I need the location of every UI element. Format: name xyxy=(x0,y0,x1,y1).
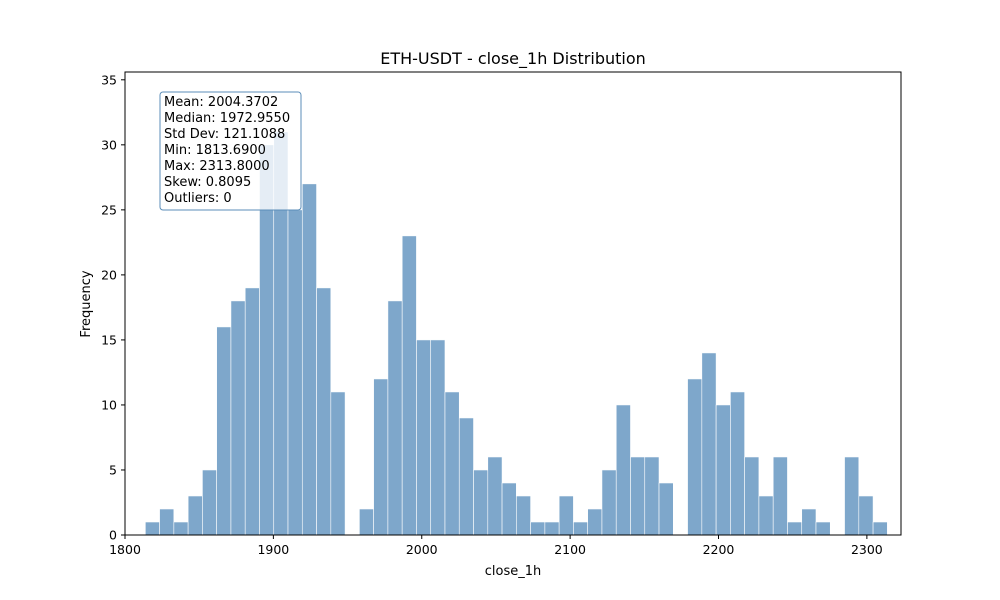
histogram-bar xyxy=(244,287,260,536)
histogram-bar xyxy=(630,456,646,536)
histogram-bar xyxy=(544,521,560,536)
stats-max: Max: 2313.8000 xyxy=(164,159,270,174)
histogram-bar xyxy=(401,235,417,536)
x-tick-label: 2100 xyxy=(554,542,586,557)
histogram-bar xyxy=(701,352,717,536)
y-tick-label: 10 xyxy=(101,397,117,412)
histogram-bar xyxy=(230,300,246,536)
stats-std-dev: Std Dev: 121.1088 xyxy=(164,127,285,142)
x-axis: 1800 1900 2000 2100 2200 2300 xyxy=(109,535,883,557)
stats-outliers: Outliers: 0 xyxy=(164,191,232,206)
stats-min: Min: 1813.6900 xyxy=(164,143,266,158)
x-tick-label: 2300 xyxy=(851,542,883,557)
y-tick-label: 0 xyxy=(109,528,117,543)
histogram-bar xyxy=(330,391,346,536)
histogram-bar xyxy=(202,469,217,536)
histogram-bar xyxy=(772,456,788,536)
histogram-bar xyxy=(615,404,631,536)
stats-box: Mean: 2004.3702 Median: 1972.9550 Std De… xyxy=(159,91,302,211)
y-axis: 0 5 10 15 20 25 30 35 xyxy=(101,72,125,543)
stats-box-frame xyxy=(159,91,302,211)
histogram-bar xyxy=(587,508,603,536)
histogram-bar xyxy=(601,469,617,536)
histogram-bar xyxy=(758,495,774,536)
histogram-bar xyxy=(359,508,374,536)
histogram-bar xyxy=(530,521,546,536)
histogram-bar xyxy=(173,521,189,536)
histogram-bar xyxy=(558,495,574,536)
histogram-bar xyxy=(801,508,817,536)
stats-mean: Mean: 2004.3702 xyxy=(164,95,278,110)
histogram-bar xyxy=(458,417,474,536)
histogram-bar xyxy=(658,482,674,536)
histogram-bar xyxy=(787,521,803,536)
histogram-bar xyxy=(844,456,860,536)
histogram-bar xyxy=(516,495,531,536)
histogram-bar xyxy=(216,326,232,536)
x-tick-label: 2000 xyxy=(406,542,438,557)
x-tick-label: 2200 xyxy=(703,542,735,557)
histogram-bar xyxy=(473,469,489,536)
histogram-bar xyxy=(301,183,317,536)
chart-title: ETH-USDT - close_1h Distribution xyxy=(380,49,646,69)
histogram-bar xyxy=(858,495,874,536)
histogram-bar xyxy=(187,495,203,536)
histogram-bar xyxy=(373,378,389,536)
stats-skew: Skew: 0.8095 xyxy=(164,175,251,190)
y-tick-label: 20 xyxy=(101,267,117,282)
x-tick-label: 1900 xyxy=(257,542,289,557)
histogram-bar xyxy=(487,456,503,536)
stats-median: Median: 1972.9550 xyxy=(164,111,290,126)
y-axis-label: Frequency xyxy=(79,270,94,337)
histogram-bar xyxy=(416,339,432,536)
x-tick-label: 1800 xyxy=(109,542,141,557)
x-axis-label: close_1h xyxy=(485,564,542,579)
histogram-bar xyxy=(744,456,760,536)
histogram-bar xyxy=(872,521,888,536)
histogram-bar xyxy=(687,378,703,536)
plot-frame xyxy=(124,71,902,536)
histogram-bar xyxy=(715,404,731,536)
histogram-bar xyxy=(430,339,446,536)
histogram-bar xyxy=(444,391,460,536)
histogram-bar xyxy=(159,508,175,536)
histogram-bar xyxy=(573,521,588,536)
y-tick-label: 30 xyxy=(101,137,117,152)
histogram-bar xyxy=(145,521,160,536)
histogram-bar xyxy=(387,300,403,536)
y-tick-label: 15 xyxy=(101,332,117,347)
y-tick-label: 35 xyxy=(101,72,117,87)
histogram-bar xyxy=(730,391,745,536)
histogram-bar xyxy=(815,521,831,536)
histogram-bar xyxy=(316,287,332,536)
y-tick-label: 25 xyxy=(101,202,117,217)
histogram-bar xyxy=(287,209,303,536)
histogram-bar xyxy=(501,482,517,536)
y-tick-label: 5 xyxy=(109,462,117,477)
histogram-bar xyxy=(644,456,660,536)
